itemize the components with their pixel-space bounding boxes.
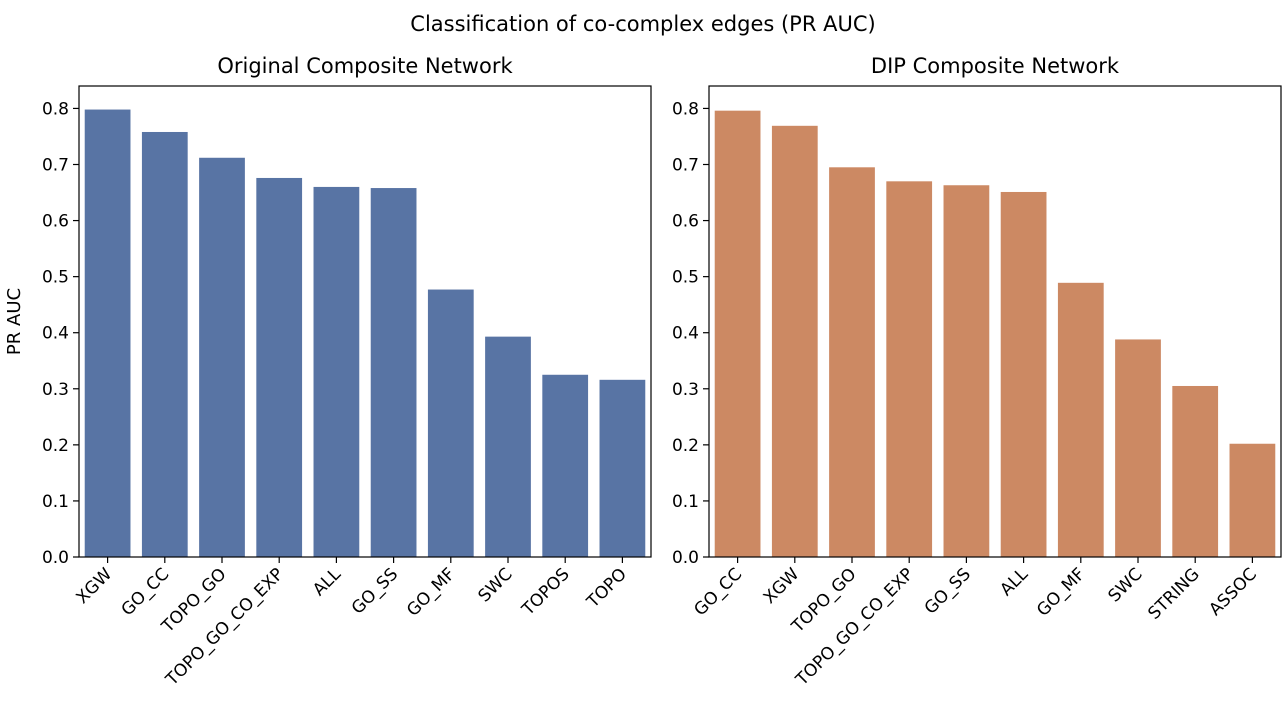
x-tick-label-xgw: XGW [73, 564, 117, 608]
x-tick-label-string: STRING [1144, 564, 1203, 623]
bar-all [1000, 191, 1047, 557]
subplot-title: Original Composite Network [217, 54, 513, 78]
bar-swc [485, 336, 531, 557]
bar-swc [1115, 339, 1161, 557]
bar-go-ss [943, 185, 990, 557]
x-tick-label-assoc: ASSOC [1205, 564, 1260, 619]
bar-topo-go [829, 167, 875, 558]
y-axis-label: PR AUC [4, 288, 25, 355]
panel-dip-composite-network: 0.00.10.20.30.40.50.60.70.8GO_CC XGWTOPO_… [672, 54, 1282, 691]
y-tick-label: 0.3 [672, 380, 699, 400]
y-tick-label: 0.4 [672, 324, 699, 344]
y-tick-label: 0.5 [672, 268, 699, 288]
bar-go-ss [370, 188, 417, 558]
x-tick-label-go-cc: GO_CC [118, 564, 174, 620]
x-tick-label-swc: SWC [1104, 564, 1146, 606]
y-tick-label: 0.6 [672, 212, 699, 232]
y-tick-label: 0.7 [42, 156, 69, 176]
x-tick-label-topo: TOPO [583, 564, 631, 612]
plot-frame [78, 85, 652, 558]
y-tick-label: 0.2 [672, 436, 699, 456]
bar-go-cc [141, 131, 188, 558]
figure-title: Classification of co-complex edges (PR A… [410, 12, 875, 36]
bar-all [313, 186, 360, 557]
y-tick-label: 0.3 [42, 380, 69, 400]
x-tick-label-topos: TOPOS [518, 564, 574, 620]
x-tick-label-go-cc: GO_CC [690, 564, 746, 620]
bar-xgw [84, 109, 131, 558]
y-tick-label: 0.5 [42, 268, 69, 288]
bar-go-mf [1057, 282, 1104, 557]
y-tick-label: 0.6 [42, 212, 69, 232]
bar-xgw [771, 125, 818, 557]
y-tick-label: 0.0 [42, 548, 69, 568]
x-tick-label-go-ss: GO_SS [348, 564, 402, 618]
bar-topo-go-co-exp [256, 177, 303, 557]
y-tick-label: 0.7 [672, 156, 699, 176]
y-tick-label: 0.8 [672, 99, 699, 119]
x-tick-label-go-mf: GO_MF [1033, 564, 1089, 620]
y-tick-label: 0.0 [672, 548, 699, 568]
x-tick-label-all: ALL [309, 564, 345, 600]
y-tick-label: 0.1 [672, 492, 699, 512]
y-tick-label: 0.8 [42, 99, 69, 119]
bar-assoc [1229, 443, 1276, 557]
y-tick-label: 0.4 [42, 324, 69, 344]
bar-topo-go-co-exp [886, 181, 933, 557]
plot-frame [708, 85, 1282, 558]
bar-topo-go [199, 157, 245, 557]
subplot-title: DIP Composite Network [871, 54, 1120, 78]
x-tick-label-swc: SWC [474, 564, 516, 606]
bar-go-mf [427, 289, 474, 557]
y-tick-label: 0.1 [42, 492, 69, 512]
x-tick-label-go-ss: GO_SS [921, 564, 975, 618]
y-tick-label: 0.2 [42, 436, 69, 456]
x-tick-label-all: ALL [996, 564, 1032, 600]
x-tick-label-xgw: XGW [760, 564, 804, 608]
bar-topos [542, 374, 589, 557]
bar-string [1172, 385, 1219, 557]
bar-topo [599, 379, 646, 557]
x-tick-label-go-mf: GO_MF [403, 564, 459, 620]
bar-go-cc [714, 110, 761, 558]
